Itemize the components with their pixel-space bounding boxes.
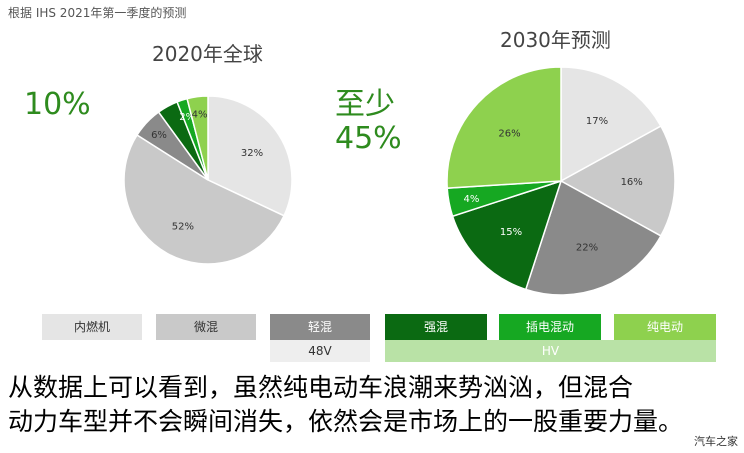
pie-slice: [186, 95, 209, 181]
pie-slice: [207, 95, 293, 217]
annotation-at-least: 至少: [335, 87, 395, 122]
pie-label: 4%: [463, 194, 479, 205]
pie-slice: [560, 66, 662, 183]
pie-slice: [123, 133, 286, 265]
source-note: 根据 IHS 2021年第一季度的预测: [8, 6, 187, 20]
pie-label: 15%: [500, 227, 522, 238]
pie-label: 2%: [179, 112, 195, 123]
pie-label: 17%: [586, 116, 608, 127]
legend-item: 轻混: [270, 314, 370, 340]
annotation-45-percent: 45%: [335, 121, 402, 156]
pie-slice: [559, 125, 676, 237]
pie-label: 52%: [172, 222, 194, 233]
pie-label: 22%: [576, 243, 598, 254]
watermark: 汽车之家: [694, 435, 738, 448]
pie-label: 26%: [498, 129, 520, 140]
caption-line-2: 动力车型并不会瞬间消失，依然会是市场上的一股重要力量。: [8, 407, 684, 436]
caption-band: [0, 362, 744, 453]
pie-slice: [446, 66, 562, 189]
legend-item: 纯电动: [614, 314, 716, 340]
pie-label: 32%: [241, 148, 263, 159]
legend-group: HV: [385, 340, 716, 362]
pie-charts: 32%52%6%2%4%17%16%22%15%4%26%: [123, 66, 676, 296]
legend-item: 插电混动: [499, 314, 601, 340]
caption-line-1: 从数据上可以看到，虽然纯电动车浪潮来势汹汹，但混合: [8, 373, 634, 402]
annotation-10-percent: 10%: [24, 87, 91, 122]
pie-label: 6%: [151, 130, 167, 141]
legend-item: 强混: [385, 314, 487, 340]
legend-group: 48V: [270, 340, 370, 362]
pie-slice: [524, 179, 662, 296]
pie-label: 16%: [621, 177, 643, 188]
chart-title-2020: 2020年全球: [152, 42, 263, 66]
chart-title-2030: 2030年预测: [500, 28, 611, 52]
legend-item: 内燃机: [42, 314, 142, 340]
legend-item: 微混: [156, 314, 256, 340]
annotation-at-least-45: 至少 45%: [335, 88, 402, 156]
pie-label: 4%: [192, 109, 208, 120]
